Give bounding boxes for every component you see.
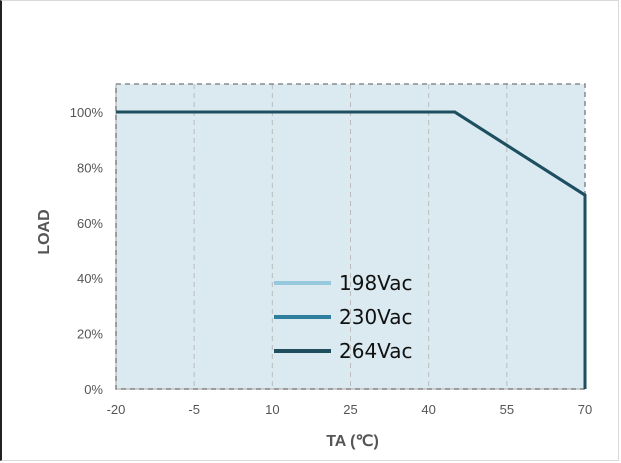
- y-axis-label: LOAD: [36, 209, 53, 254]
- y-tick-label: 0%: [84, 382, 103, 397]
- x-tick-label: 40: [421, 402, 435, 417]
- legend: 198Vac 230Vac 264Vac: [274, 271, 413, 363]
- y-tick-label: 20%: [77, 327, 103, 342]
- series-line-264Vac: [116, 110, 587, 389]
- x-tick-label: 55: [500, 402, 514, 417]
- series-lines: [116, 110, 587, 389]
- y-tick-label: 100%: [70, 105, 104, 120]
- legend-label: 230Vac: [339, 305, 413, 329]
- y-tick-label: 40%: [77, 271, 103, 286]
- x-axis-label: TA (℃): [326, 433, 379, 450]
- y-tick-label: 60%: [77, 216, 103, 231]
- x-tick-label: -5: [188, 402, 200, 417]
- x-axis-ticks: -20 -5 10 25 40 55 70: [107, 402, 593, 417]
- x-tick-label: 25: [343, 402, 357, 417]
- x-tick-label: 10: [265, 402, 279, 417]
- y-axis-ticks: 0% 20% 40% 60% 80% 100%: [70, 105, 104, 397]
- x-tick-label: -20: [107, 402, 126, 417]
- y-tick-label: 80%: [77, 160, 103, 175]
- legend-label: 264Vac: [339, 339, 413, 363]
- x-tick-label: 70: [578, 402, 592, 417]
- legend-label: 198Vac: [339, 271, 413, 295]
